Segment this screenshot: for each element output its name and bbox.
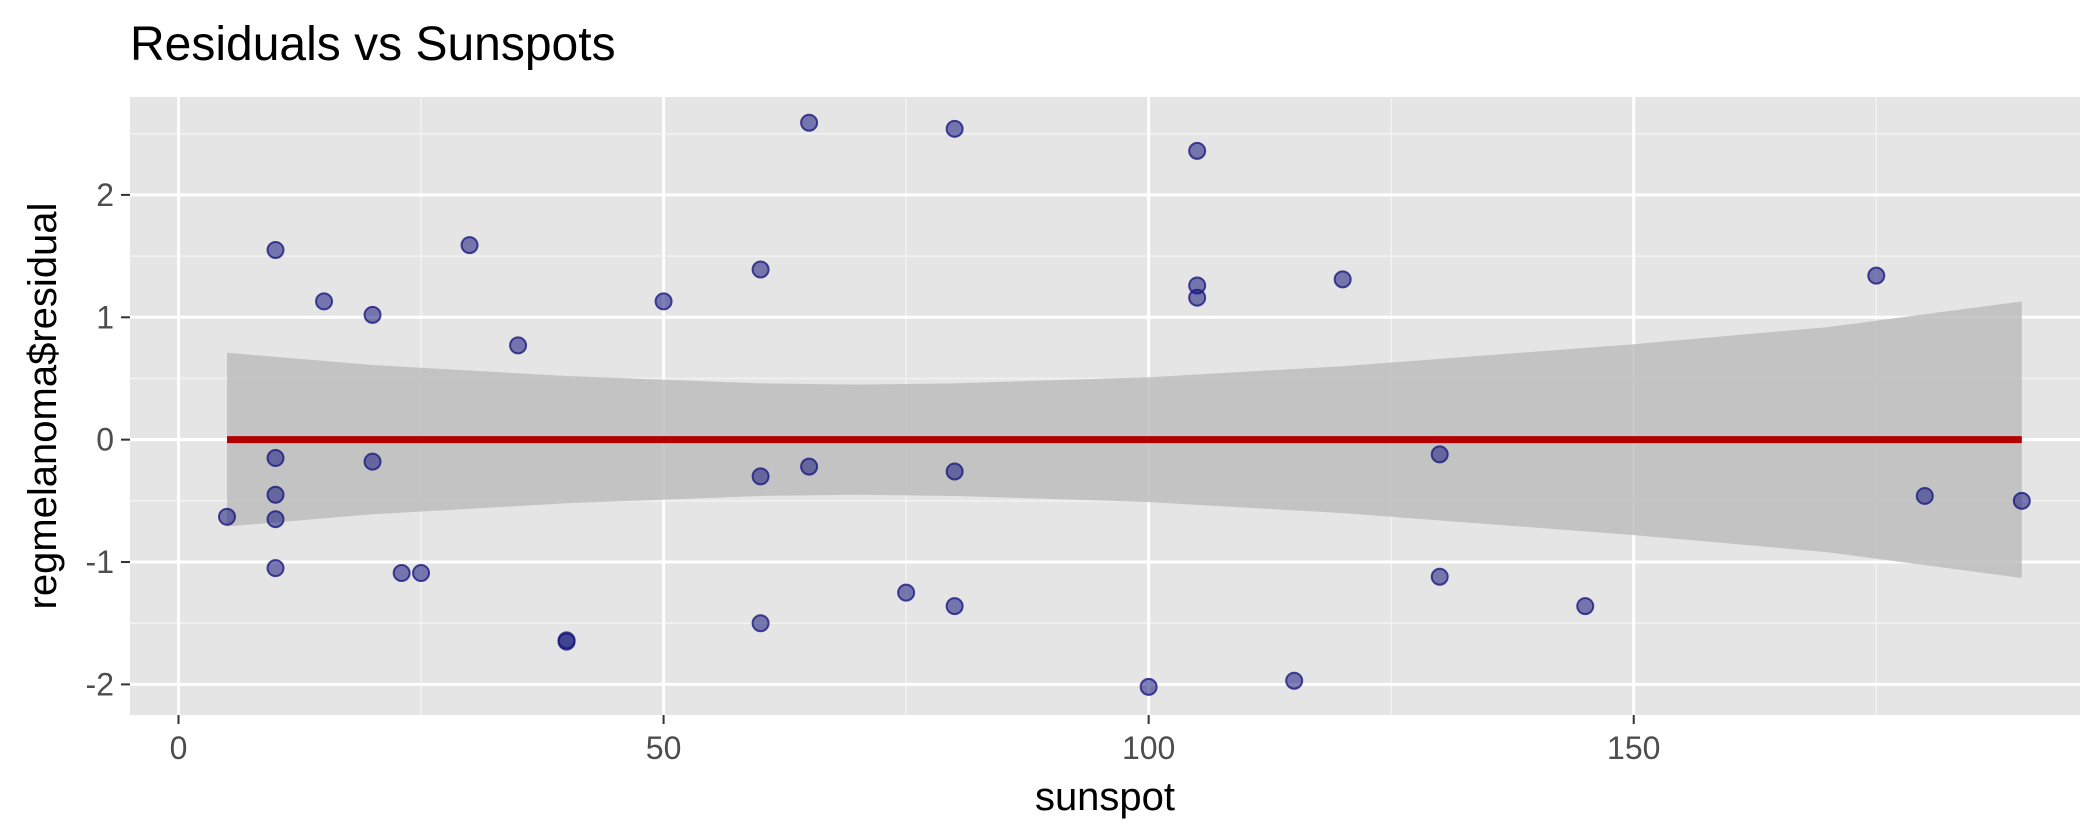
y-tick-label: 1 — [96, 299, 114, 335]
data-point — [1576, 597, 1595, 616]
data-point — [315, 292, 334, 311]
x-axis: 0 50 100 150 — [170, 715, 1660, 766]
data-point — [897, 583, 916, 602]
data-point — [1333, 270, 1352, 289]
data-point — [800, 113, 819, 132]
data-point — [412, 564, 431, 583]
data-point — [363, 305, 382, 324]
x-tick-label: 150 — [1607, 730, 1660, 766]
x-tick-label: 0 — [170, 730, 188, 766]
data-point — [1915, 486, 1934, 505]
x-tick-label: 100 — [1122, 730, 1175, 766]
y-tick-label: 2 — [96, 177, 114, 213]
data-point — [363, 452, 382, 471]
data-point — [218, 507, 237, 526]
data-point — [1188, 141, 1207, 160]
data-point — [751, 467, 770, 486]
y-axis: -2 -1 0 1 2 — [86, 177, 130, 702]
x-tick-label: 50 — [646, 730, 682, 766]
data-point — [945, 119, 964, 138]
y-tick-label: -2 — [86, 666, 114, 702]
data-point — [509, 336, 528, 355]
data-point — [751, 614, 770, 633]
data-point — [2012, 491, 2031, 510]
data-point — [1188, 288, 1207, 307]
data-point — [1139, 677, 1158, 696]
x-axis-title: sunspot — [1035, 775, 1175, 819]
points-layer — [218, 113, 2031, 696]
data-point — [266, 240, 285, 259]
data-point — [392, 564, 411, 583]
data-point — [266, 485, 285, 504]
data-point — [1430, 445, 1449, 464]
data-point — [1867, 266, 1886, 285]
data-point — [557, 632, 576, 651]
chart-title: Residuals vs Sunspots — [130, 18, 616, 71]
data-point — [1430, 567, 1449, 586]
data-point — [945, 462, 964, 481]
y-tick-label: 0 — [96, 422, 114, 458]
data-point — [266, 510, 285, 529]
data-point — [751, 260, 770, 279]
data-point — [266, 559, 285, 578]
y-tick-label: -1 — [86, 544, 114, 580]
data-point — [800, 457, 819, 476]
data-point — [266, 449, 285, 468]
data-point — [945, 597, 964, 616]
data-point — [1285, 671, 1304, 690]
data-point — [654, 292, 673, 311]
y-axis-title: regmelanoma$residual — [21, 203, 65, 610]
data-point — [460, 236, 479, 255]
